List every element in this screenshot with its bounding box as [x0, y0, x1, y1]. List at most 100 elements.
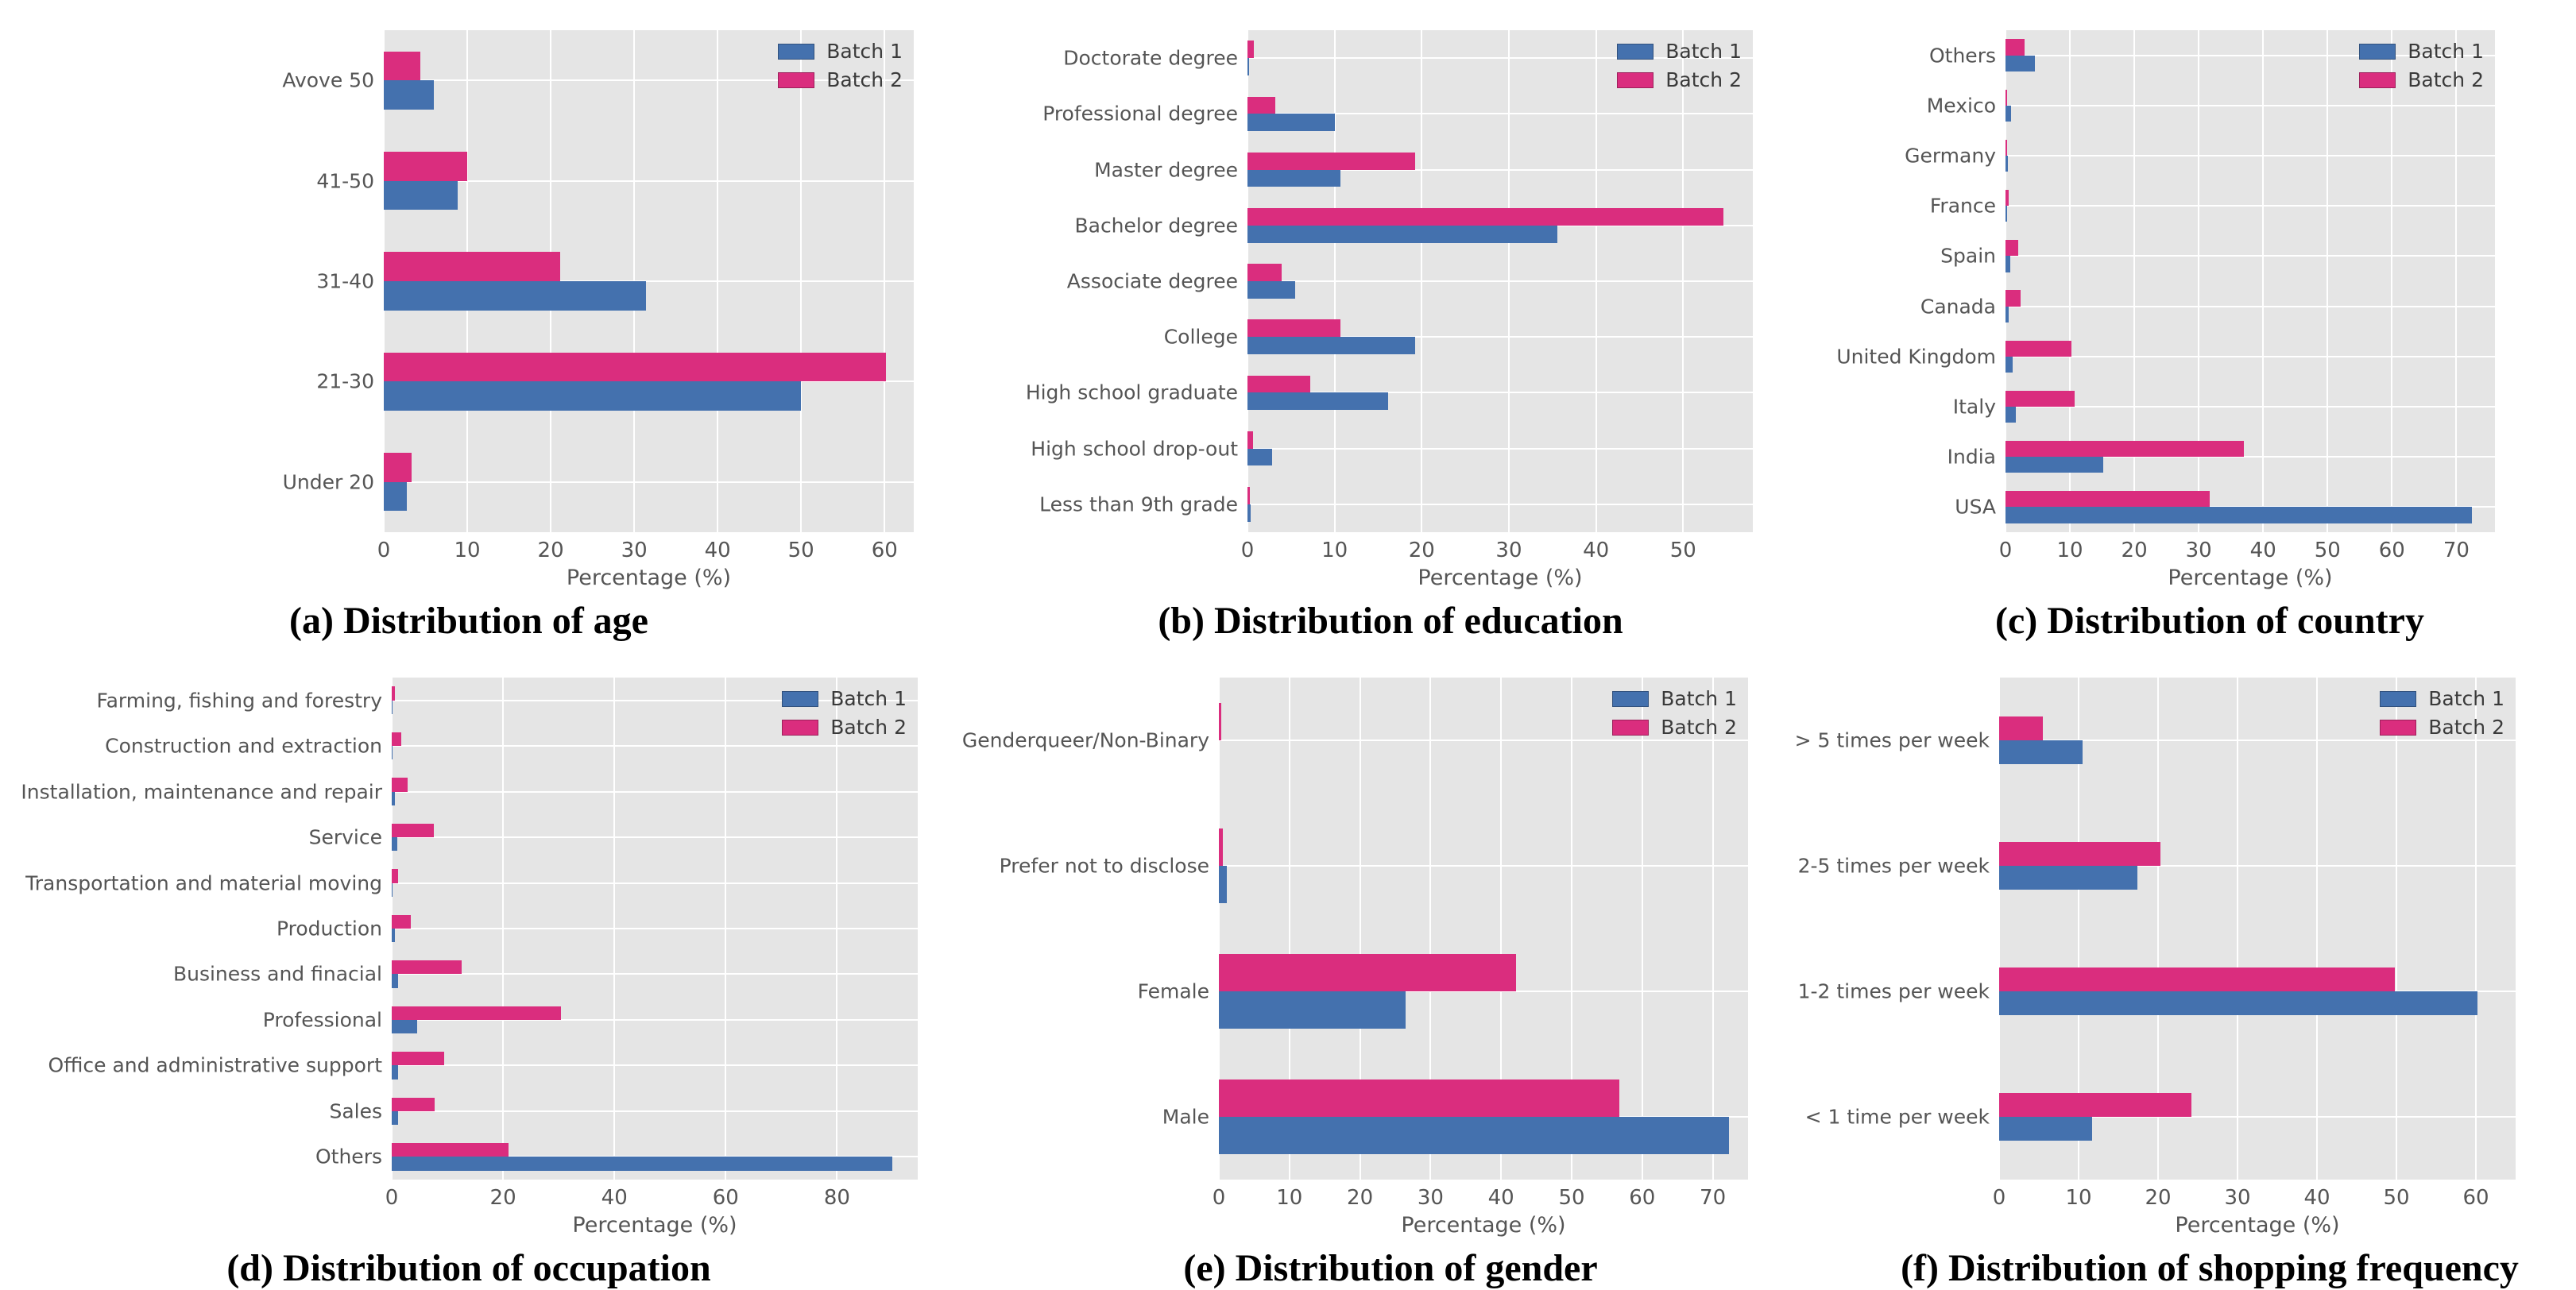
bar-batch1 [1219, 991, 1406, 1029]
legend-swatch-batch2 [782, 719, 819, 736]
x-axis-ticks: 0 10 20 30 40 50 [1241, 532, 1753, 566]
bar-batch1 [1219, 866, 1227, 904]
category-label: Doctorate degree [1063, 46, 1238, 70]
category-label: College [1163, 325, 1238, 349]
legend-label: Batch 1 [1665, 40, 1742, 63]
gridline-horizontal [1247, 447, 1753, 450]
bar-batch2 [392, 960, 462, 975]
bar-batch1 [392, 700, 393, 714]
gridline-horizontal [1247, 113, 1753, 115]
x-tick-label: 20 [537, 539, 564, 562]
bar-batch1 [384, 281, 646, 311]
category-label: > 5 times per week [1794, 728, 1990, 752]
bar-batch1 [1247, 337, 1415, 354]
x-tick-label: 20 [489, 1186, 516, 1210]
bar-batch1 [384, 481, 408, 512]
bar-batch1 [2005, 156, 2009, 172]
bar-batch1 [392, 746, 393, 760]
gridline-vertical [1359, 678, 1361, 1180]
plot-area: Batch 1 Batch 2 [1218, 678, 1748, 1180]
legend-item: Batch 2 [2380, 716, 2504, 739]
category-label: Master degree [1094, 158, 1238, 182]
gridline-horizontal [392, 1064, 918, 1067]
legend-item: Batch 2 [1617, 68, 1742, 91]
gridline-horizontal [1219, 740, 1748, 741]
gridline-horizontal [384, 481, 914, 483]
x-axis-ticks: 0 10 20 30 40 50 60 [377, 532, 914, 566]
chart-occupation: Farming, fishing and forestry Constructio… [0, 640, 938, 1289]
bar-batch1 [2005, 306, 2009, 322]
gridline-horizontal [1247, 503, 1753, 505]
bar-batch2 [1999, 841, 2160, 866]
x-axis-ticks: 0 10 20 30 40 50 60 70 [1999, 532, 2495, 566]
gridline-horizontal [392, 1018, 918, 1021]
x-tick-label: 40 [1583, 539, 1610, 562]
legend-swatch-batch2 [1617, 71, 1654, 88]
bar-batch1 [2005, 457, 2104, 473]
category-label: Avove 50 [282, 68, 374, 92]
category-label: Service [308, 825, 382, 849]
bar-batch1 [2005, 507, 2472, 523]
x-tick-label: 0 [385, 1186, 399, 1210]
bar-batch2 [1247, 487, 1250, 504]
category-label: France [1929, 194, 1996, 218]
gridline-vertical [2069, 30, 2071, 532]
legend-item: Batch 1 [2380, 687, 2504, 710]
category-label: Under 20 [282, 470, 374, 494]
gridline-horizontal [2005, 406, 2495, 407]
legend-item: Batch 1 [2359, 40, 2484, 63]
x-axis-label: Percentage (%) [2168, 566, 2333, 590]
gridline-horizontal [384, 79, 914, 82]
bar-batch1 [1247, 58, 1250, 75]
bar-batch1 [2005, 206, 2007, 222]
x-tick-label: 70 [2443, 539, 2470, 562]
gridline-horizontal [1247, 336, 1753, 338]
bar-batch2 [1247, 96, 1276, 114]
bar-batch1 [392, 974, 398, 988]
category-label: Professional degree [1042, 102, 1238, 126]
legend-swatch-batch1 [2359, 43, 2396, 60]
y-axis-labels: Others Mexico Germany France Spain Canada Unit… [1836, 30, 2005, 532]
y-axis-labels: Doctorate degree Professional degree Maste… [938, 30, 1247, 532]
legend-swatch-batch1 [1617, 43, 1654, 60]
bottom-row: Farming, fishing and forestry Constructio… [0, 640, 2576, 1289]
legend-label: Batch 2 [1665, 68, 1742, 91]
x-axis-label: Percentage (%) [2175, 1213, 2340, 1238]
legend-item: Batch 1 [778, 40, 903, 63]
x-tick-label: 30 [1417, 1186, 1444, 1210]
category-label: High school graduate [1025, 380, 1238, 404]
chart-education: Doctorate degree Professional degree Maste… [938, 0, 1843, 642]
gridline-horizontal [1247, 280, 1753, 282]
legend-item: Batch 2 [1612, 716, 1737, 739]
bar-batch1 [2005, 55, 2036, 71]
x-tick-label: 60 [712, 1186, 739, 1210]
x-tick-label: 60 [2378, 539, 2405, 562]
plot-row: Doctorate degree Professional degree Maste… [938, 30, 1843, 532]
gridline-vertical [2133, 30, 2136, 532]
legend: Batch 1 Batch 2 [1612, 687, 1737, 739]
gridline-horizontal [2005, 456, 2495, 458]
gridline-horizontal [392, 836, 918, 839]
gridline-horizontal [1219, 865, 1748, 867]
gridline-horizontal [384, 180, 914, 182]
gridline-horizontal [1247, 57, 1753, 60]
x-tick-label: 0 [1212, 1186, 1226, 1210]
category-label: Construction and extraction [105, 734, 382, 758]
category-label: Office and administrative support [48, 1053, 382, 1077]
category-label: Prefer not to disclose [999, 854, 1209, 878]
bar-batch2 [384, 453, 412, 482]
bar-batch2 [392, 1143, 509, 1157]
gridline-horizontal [1247, 392, 1753, 394]
y-axis-labels: Genderqueer/Non-Binary Prefer not to disc… [938, 678, 1219, 1180]
x-tick-label: 0 [1240, 539, 1255, 562]
category-label: High school drop-out [1031, 437, 1238, 461]
legend-item: Batch 1 [1612, 687, 1737, 710]
legend: Batch 1 Batch 2 [778, 40, 903, 91]
x-axis-label: Percentage (%) [1401, 1213, 1566, 1238]
x-tick-label: 50 [2314, 539, 2341, 562]
gridline-vertical [2005, 30, 2006, 532]
category-label: Business and finacial [172, 962, 382, 986]
